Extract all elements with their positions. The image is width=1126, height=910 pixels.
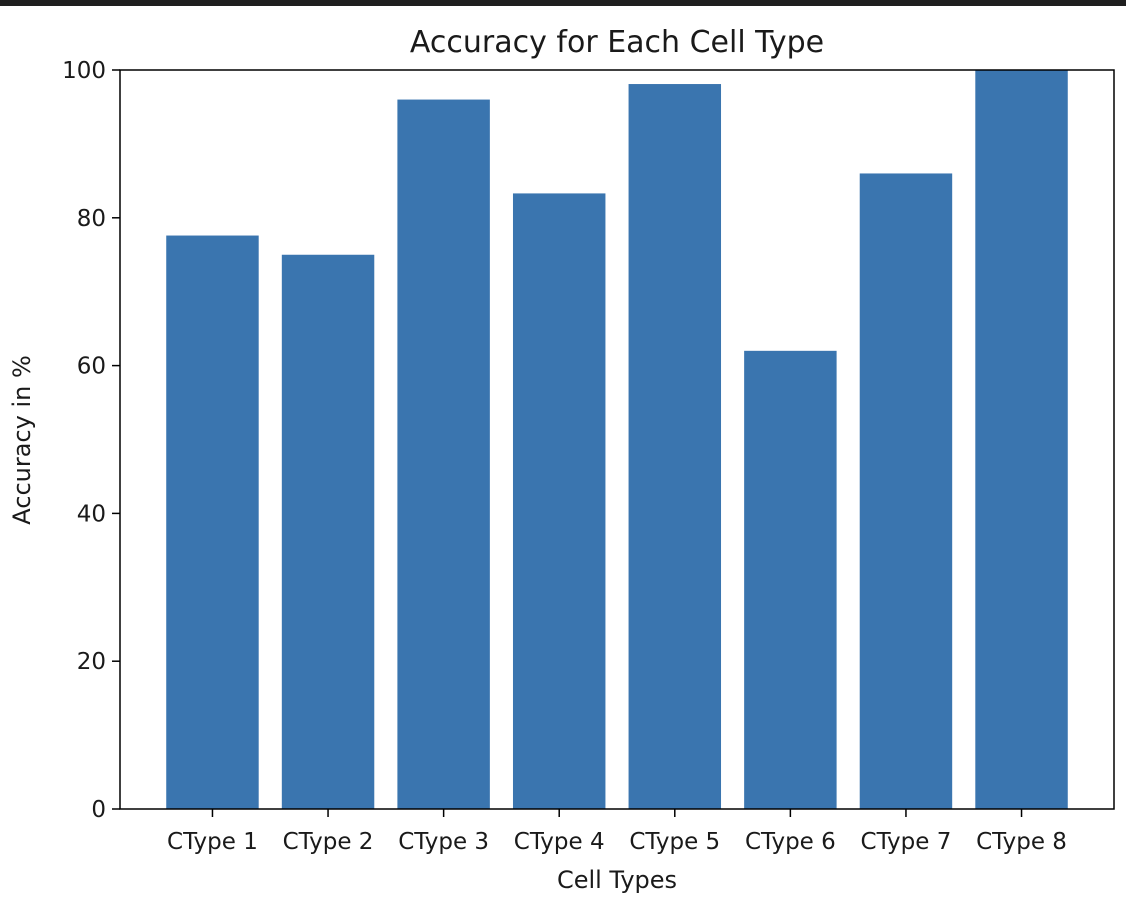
x-tick-label: CType 6 (745, 829, 836, 855)
y-tick-label: 60 (77, 354, 106, 380)
bar-6 (744, 350, 837, 809)
y-tick-label: 40 (77, 501, 106, 527)
x-axis-label: Cell Types (557, 866, 677, 894)
y-axis-ticks: 0 20 40 60 80 100 (62, 58, 120, 823)
y-tick-label: 20 (77, 649, 106, 675)
x-tick-label: CType 8 (976, 829, 1067, 855)
bar-5 (628, 84, 722, 809)
chart-title: Accuracy for Each Cell Type (410, 25, 824, 60)
y-tick-label: 80 (77, 206, 106, 232)
bar-7 (859, 173, 953, 809)
bar-3 (397, 99, 490, 809)
x-tick-label: CType 7 (861, 829, 952, 855)
x-tick-label: CType 5 (629, 829, 720, 855)
x-tick-label: CType 2 (283, 829, 374, 855)
x-tick-label: CType 4 (514, 829, 605, 855)
bar-2 (281, 254, 375, 809)
x-tick-label: CType 3 (398, 829, 489, 855)
window-top-bar (0, 0, 1126, 6)
bars-group (166, 70, 1068, 810)
bar-8 (975, 70, 1068, 809)
y-tick-label: 0 (91, 797, 106, 823)
bar-4 (512, 193, 606, 810)
x-axis-ticks: CType 1 CType 2 CType 3 CType 4 CType 5 CType… (167, 809, 1067, 855)
bar-1 (166, 235, 259, 809)
y-axis-label: Accuracy in % (8, 355, 36, 525)
x-tick-label: CType 1 (167, 829, 258, 855)
y-tick-label: 100 (62, 58, 106, 84)
plot-frame (119, 69, 1115, 810)
